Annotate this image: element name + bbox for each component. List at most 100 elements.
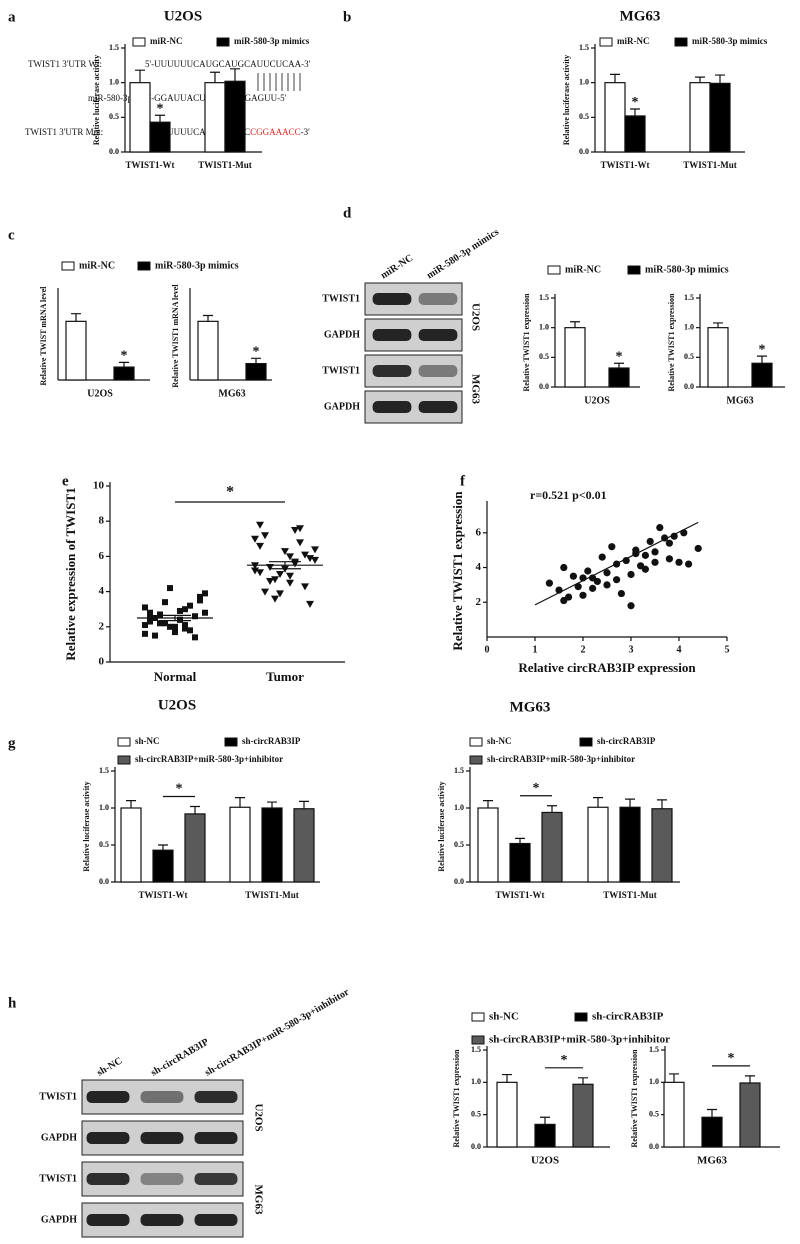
y-tick-label: 0.0 [99,877,109,886]
y-tick-label: 1.0 [471,1077,481,1086]
legend-swatch [547,265,561,275]
point [589,584,597,592]
legend-label: sh-circRAB3IP [242,736,301,746]
panel-letter: b [343,9,351,25]
point [202,609,208,616]
significance: * [157,101,164,116]
x-axis-label: Relative circRAB3IP expression [518,660,696,675]
point [622,556,630,565]
point [182,606,188,613]
lane-label: sh-circRAB3IP [149,1037,211,1079]
bar [572,1083,594,1148]
legend-swatch [471,1035,485,1045]
cell-line-label: MG63 [252,1185,264,1215]
bar [564,327,586,388]
significance: * [226,484,234,501]
point [261,532,269,540]
point [271,576,279,584]
point [311,546,319,554]
y-tick-label: 1.0 [454,803,464,812]
bar [619,806,641,883]
x-tick-label: MG63 [697,1155,727,1167]
sequence-mutation: CGGAAACC [250,127,301,137]
legend-swatch [117,755,131,765]
x-tick-label: TWIST1-Wt [138,890,187,900]
error-bar [267,801,277,808]
bar [245,362,267,381]
x-tick-label: U2OS [584,395,610,406]
y-tick-label: 1.5 [471,1045,481,1054]
legend-swatch [674,37,688,47]
y-axis-label: Relative luciferase activity [562,55,571,145]
significance: * [632,95,639,110]
bar [113,366,135,381]
error-bar [190,805,200,814]
blot-band [372,293,412,305]
blot-band [194,1214,238,1226]
legend-label: sh-circRAB3IP+miR-580-3p+inhibitor [489,1034,670,1046]
x-tick-label: TWIST1-Wt [495,890,544,900]
y-tick-label: 0.5 [684,352,694,361]
point [632,546,640,554]
y-tick-label: 10 [93,480,105,492]
panel-letter: c [8,227,15,243]
error-bar [695,76,705,83]
legend-swatch [61,261,75,271]
x-tick-label: MG63 [726,395,753,406]
error-bar [235,797,245,808]
point [665,539,674,547]
legend-label: sh-NC [135,736,160,746]
error-bar [71,313,81,322]
point [157,620,163,627]
legend-label: miR-580-3p mimics [234,36,310,46]
blot-band [194,1091,238,1103]
point [286,572,294,580]
panel-letter: d [343,205,352,221]
bar [496,1081,518,1148]
point [603,569,611,577]
sequence-part: 5'-UUUUUUCAUGCAUGC [145,127,250,137]
bar [689,82,711,153]
y-tick-label: 2 [476,596,482,608]
significance: * [616,349,623,364]
legend-swatch [471,1012,485,1022]
point [286,553,294,561]
blot-band [140,1091,184,1103]
sequence-label: TWIST1 3'UTR Mut: [25,127,103,137]
bar [534,1123,556,1148]
error-bar [610,73,620,83]
bar [739,1082,761,1148]
error-bar [630,108,640,116]
bar [224,80,246,153]
x-tick-label: 3 [629,644,634,655]
bar [509,842,531,883]
y-tick-label: 1.0 [649,1077,659,1086]
y-tick-label: 2 [99,620,105,632]
significance: * [759,342,766,357]
blot-band [86,1132,130,1144]
blot-row-label: GAPDH [324,329,360,340]
point [545,579,554,587]
legend-label: miR-NC [150,36,183,46]
y-axis-label: Relative TWIST1 expression [452,1049,461,1147]
legend-label: miR-NC [617,36,650,46]
point [167,623,173,630]
point [306,555,314,563]
point [276,571,284,578]
point [197,593,203,600]
error-bar [578,1077,588,1085]
y-axis-label: Relative TWIST1 mRNA level [171,284,180,388]
point [694,544,702,553]
point [579,591,587,599]
point [177,616,183,623]
x-tick-label: TWIST1-Wt [125,160,174,170]
error-bar [135,69,145,83]
y-tick-label: 8 [99,515,105,527]
error-bar [540,1116,550,1125]
sequence-part: -3' [301,127,310,137]
bar [608,367,630,388]
y-tick-label: 0.5 [539,352,549,361]
point [147,613,153,620]
point [560,563,568,572]
error-bar [547,805,557,813]
